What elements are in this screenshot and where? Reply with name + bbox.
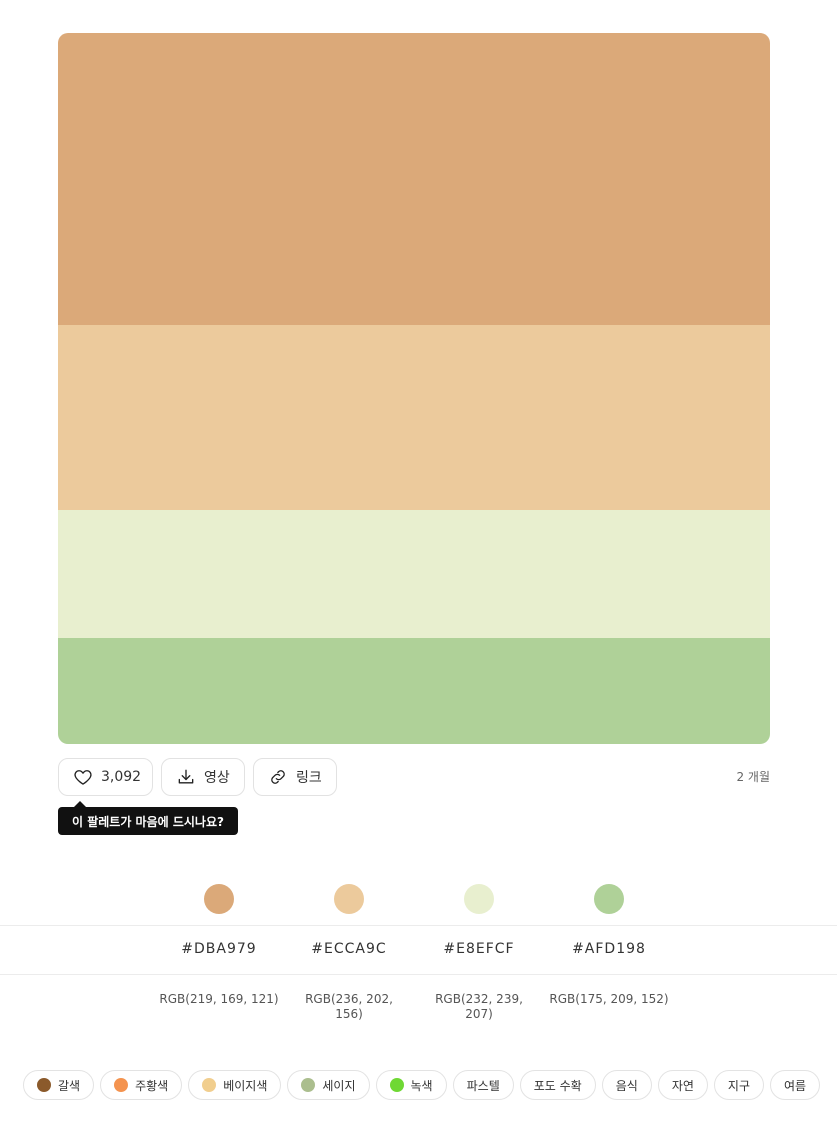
tag-label: 음식 <box>615 1078 638 1093</box>
rgb-line: RGB(219, 169, 121) <box>159 992 279 1006</box>
swatch-2[interactable] <box>58 325 770 510</box>
tag-food[interactable]: 음식 <box>601 1070 652 1100</box>
swatch-1[interactable] <box>58 33 770 325</box>
hex-code-1[interactable]: #DBA979 <box>181 941 257 957</box>
action-bar: 3,092 영상 링크 <box>58 758 337 796</box>
tag-label: 갈색 <box>58 1078 81 1093</box>
video-button[interactable]: 영상 <box>161 758 245 796</box>
color-swatch-icon <box>37 1078 51 1092</box>
rgb-line: RGB(175, 209, 152) <box>549 992 669 1006</box>
hex-code-4[interactable]: #AFD198 <box>572 941 646 957</box>
tag-label: 주황색 <box>135 1078 169 1093</box>
tag-label: 베이지색 <box>223 1078 268 1093</box>
link-label: 링크 <box>296 770 322 786</box>
swatch-3[interactable] <box>58 510 770 638</box>
rgb-value-3[interactable]: RGB(232, 239, 207) <box>419 992 539 1022</box>
like-tooltip: 이 팔레트가 마음에 드시나요? <box>58 801 238 835</box>
color-dot-1[interactable] <box>204 884 234 914</box>
color-swatch-icon <box>301 1078 316 1092</box>
tag-pastel[interactable]: 파스텔 <box>452 1070 514 1100</box>
tag-label: 파스텔 <box>466 1078 500 1093</box>
like-count: 3,092 <box>101 769 142 785</box>
tag-list: 갈색 주황색 베이지색 세이지 녹색 파스텔 포도 수확 음식 자연 지구 여름 <box>23 1070 821 1100</box>
tag-brown[interactable]: 갈색 <box>23 1070 95 1100</box>
link-icon <box>268 767 288 787</box>
tag-label: 자연 <box>671 1078 694 1093</box>
link-button[interactable]: 링크 <box>253 758 337 796</box>
hex-code-3[interactable]: #E8EFCF <box>443 941 515 957</box>
rgb-line: RGB(236, 202, <box>305 992 393 1006</box>
color-dot-2[interactable] <box>334 884 364 914</box>
tag-label: 지구 <box>727 1078 750 1093</box>
like-button[interactable]: 3,092 <box>58 758 153 796</box>
rgb-line: RGB(232, 239, <box>435 992 523 1006</box>
rgb-value-4[interactable]: RGB(175, 209, 152) <box>549 992 669 1007</box>
download-icon <box>176 767 196 787</box>
color-dot-4[interactable] <box>594 884 624 914</box>
tag-green[interactable]: 녹색 <box>375 1070 447 1100</box>
tag-beige[interactable]: 베이지색 <box>188 1070 282 1100</box>
swatch-4[interactable] <box>58 638 770 744</box>
tag-label: 포도 수확 <box>533 1078 582 1093</box>
color-dots <box>0 884 837 916</box>
tag-label: 여름 <box>784 1078 807 1093</box>
hex-code-2[interactable]: #ECCA9C <box>311 941 387 957</box>
video-label: 영상 <box>204 770 230 786</box>
tag-label: 녹색 <box>410 1078 433 1093</box>
tag-nature[interactable]: 자연 <box>657 1070 708 1100</box>
color-swatch-icon <box>114 1078 129 1092</box>
heart-icon <box>73 767 93 787</box>
tag-orange[interactable]: 주황색 <box>100 1070 183 1100</box>
tag-label: 세이지 <box>322 1078 356 1093</box>
tag-sage[interactable]: 세이지 <box>287 1070 370 1100</box>
rgb-line: 156) <box>335 1007 363 1021</box>
palette-card[interactable] <box>58 33 770 744</box>
rgb-value-1[interactable]: RGB(219, 169, 121) <box>159 992 279 1007</box>
color-dot-3[interactable] <box>464 884 494 914</box>
rgb-line: 207) <box>465 1007 493 1021</box>
tag-vintage[interactable]: 포도 수확 <box>519 1070 596 1100</box>
tag-earth[interactable]: 지구 <box>713 1070 764 1100</box>
divider-bottom <box>0 974 837 975</box>
tag-summer[interactable]: 여름 <box>770 1070 821 1100</box>
divider-top <box>0 925 837 926</box>
color-swatch-icon <box>389 1078 404 1092</box>
posted-age: 2 개월 <box>736 770 770 784</box>
rgb-value-2[interactable]: RGB(236, 202, 156) <box>289 992 409 1022</box>
color-swatch-icon <box>202 1078 217 1092</box>
